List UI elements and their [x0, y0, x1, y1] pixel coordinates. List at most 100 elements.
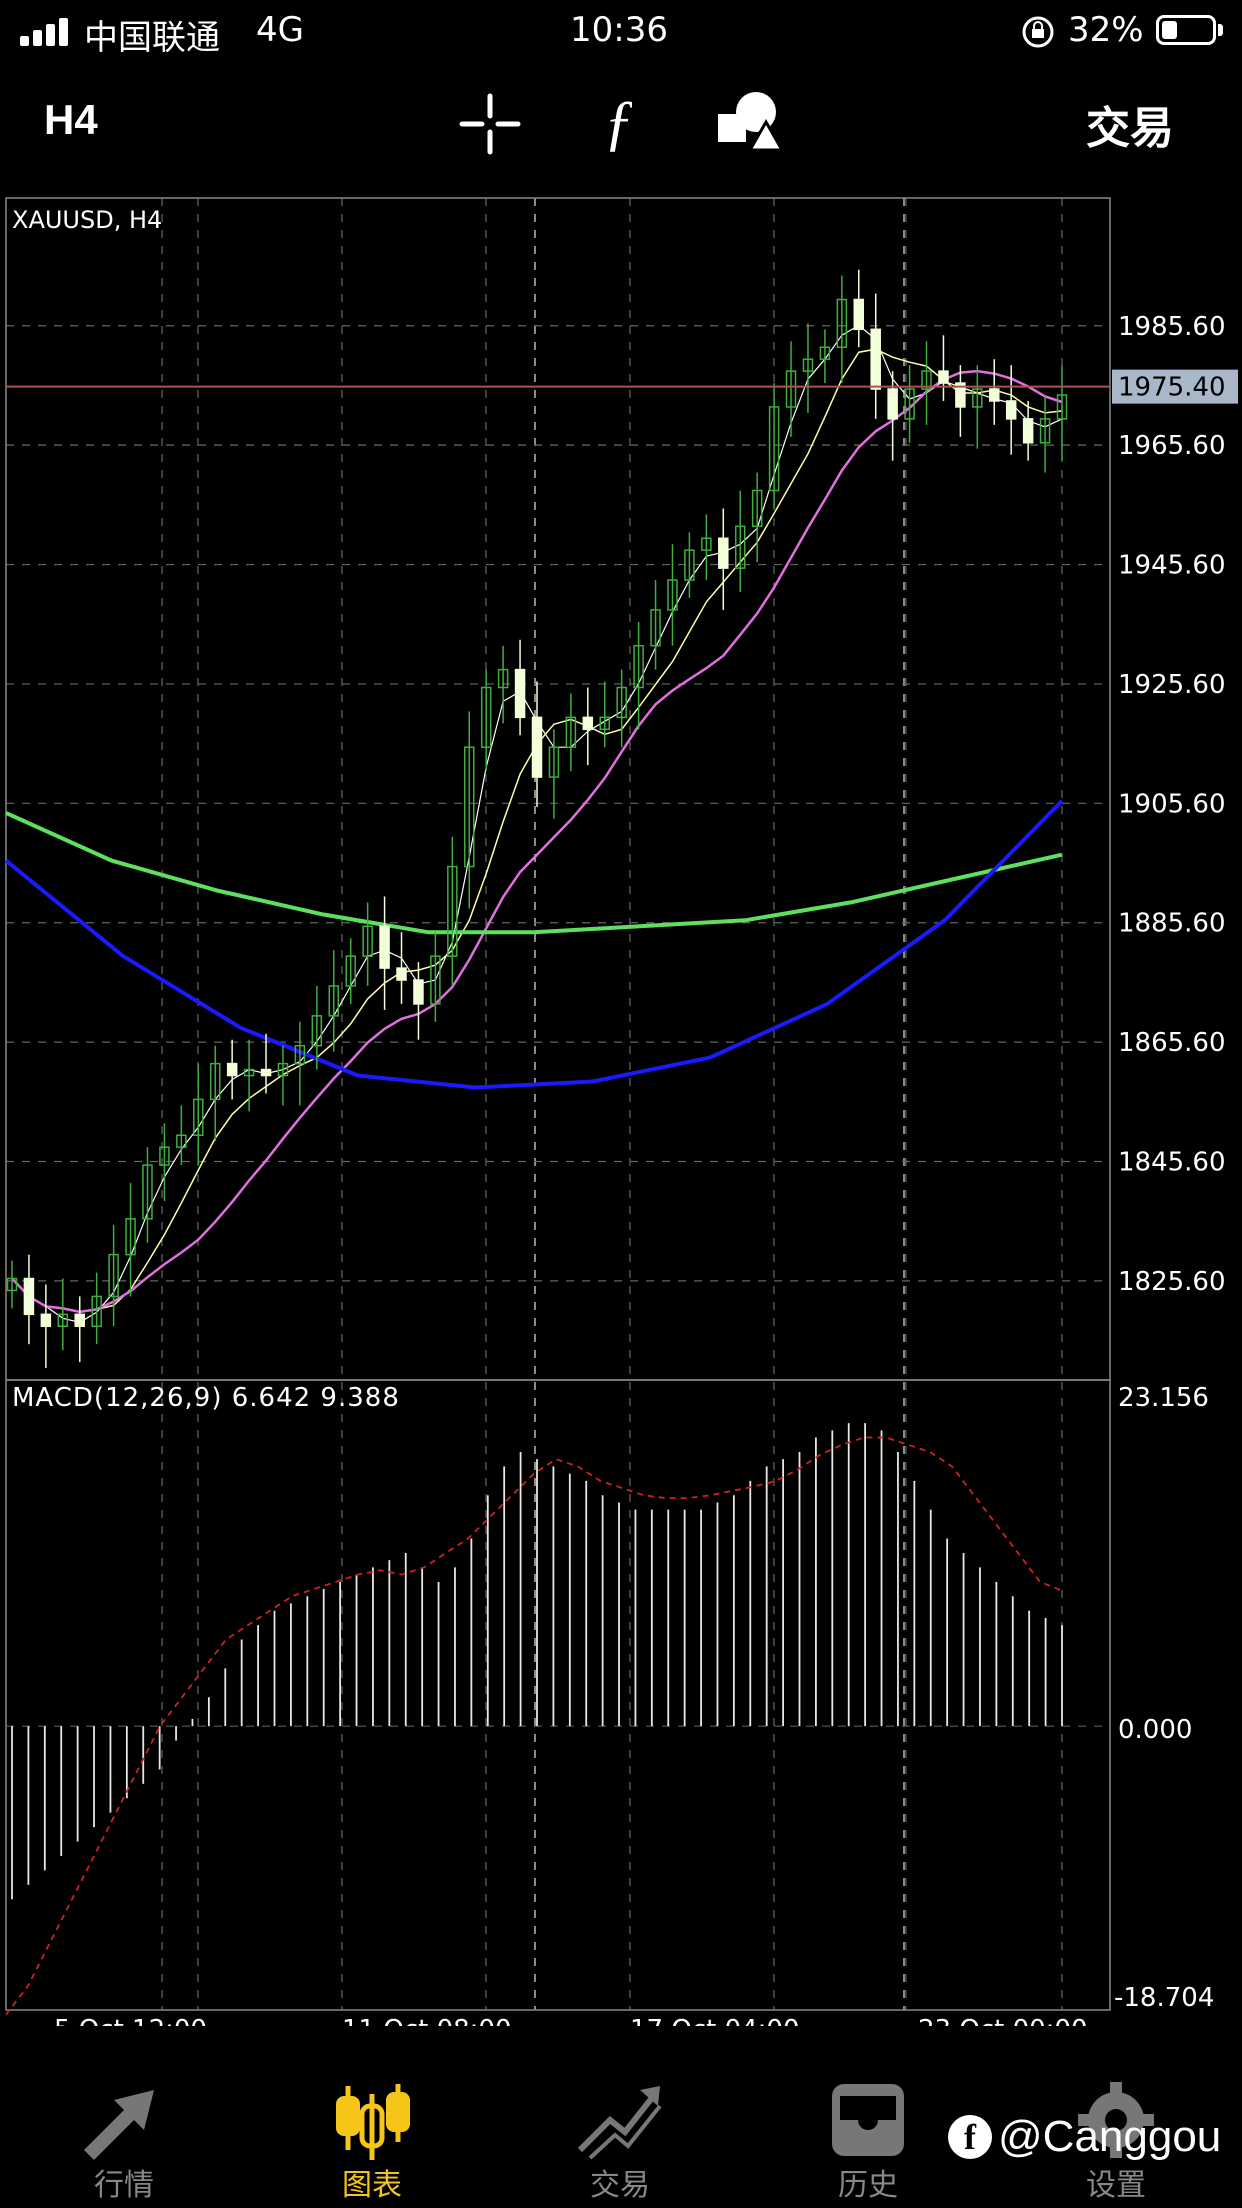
tab-history[interactable]: 历史	[744, 2060, 992, 2208]
candle-body	[413, 979, 424, 1005]
candle-body	[480, 686, 492, 748]
battery-percent: 32%	[1068, 10, 1144, 50]
candle-body	[226, 1062, 238, 1077]
candle-body	[125, 1218, 136, 1256]
candle-body	[768, 406, 780, 492]
candle-body	[260, 1068, 272, 1077]
candle-body	[362, 925, 373, 957]
macd-pane-border	[5, 1379, 1111, 2011]
candle-body	[870, 328, 881, 390]
candle-body	[989, 388, 1000, 402]
function-icon[interactable]: ƒ	[603, 88, 635, 157]
shapes-icon	[718, 92, 784, 152]
price-tick-label: 1825.60	[1118, 1267, 1226, 1297]
price-chart[interactable]: 1985.60 1965.60 1945.60 1925.60 1905.60 1885.…	[0, 196, 1242, 2045]
ma-slow-line	[11, 369, 1063, 1314]
price-tick-label: 1905.60	[1118, 789, 1226, 819]
tab-settings[interactable]: 设置	[992, 2060, 1240, 2208]
candle-body	[599, 716, 610, 731]
time-tick-label: 11 Oct 08:00	[342, 2015, 512, 2026]
candle-body	[565, 716, 577, 748]
price-tick-label: 1945.60	[1118, 551, 1226, 581]
candle-body	[497, 668, 509, 689]
candle-body	[108, 1253, 119, 1298]
candle-body	[904, 388, 915, 420]
chart-grid	[6, 198, 1110, 2010]
trend-icon	[577, 2086, 662, 2160]
candle-body	[328, 985, 340, 1017]
candle-body	[650, 609, 661, 647]
candle-body	[447, 865, 458, 957]
candle-body	[802, 358, 814, 372]
watermark-text: @Canggou	[998, 2112, 1222, 2161]
clock: 10:36	[570, 10, 668, 50]
price-tick-label: 1965.60	[1118, 431, 1226, 461]
macd-label: MACD(12,26,9) 6.642 9.388	[12, 1383, 400, 1413]
time-tick-label: 23 Oct 00:00	[918, 2015, 1088, 2026]
tab-chart[interactable]: 图表	[248, 2060, 496, 2208]
candle-body	[972, 388, 983, 408]
timeframe-button[interactable]: H4	[44, 96, 98, 143]
candle-body	[277, 1062, 289, 1077]
price-tick-label: 1845.60	[1118, 1148, 1226, 1178]
price-tick-label: 1925.60	[1118, 670, 1226, 700]
macd-axis-zero: 0.000	[1118, 1715, 1192, 1745]
tab-label: 交易	[590, 2168, 650, 2203]
battery-tip	[1218, 24, 1223, 36]
trade-button[interactable]: 交易	[1086, 103, 1174, 154]
watermark-logo-icon: f	[948, 2115, 992, 2159]
candle-body	[1005, 400, 1017, 420]
candle-body	[785, 370, 797, 408]
candle-body	[531, 716, 543, 778]
candle-body	[294, 1044, 306, 1065]
candle-body	[243, 1068, 255, 1077]
candle-body	[379, 925, 390, 969]
macd-signal-line	[5, 1436, 1063, 2016]
candle-body	[91, 1295, 102, 1328]
candle-body	[23, 1277, 35, 1316]
gear-icon	[1078, 2082, 1154, 2158]
candle-body	[938, 370, 949, 384]
macd-axis-bottom: -18.704	[1114, 1983, 1214, 2013]
time-tick-label: 5 Oct 12:00	[54, 2015, 207, 2026]
crosshair-button[interactable]	[458, 92, 522, 156]
candle-body	[548, 746, 560, 778]
candle-body	[701, 537, 712, 551]
inbox-icon	[832, 2084, 904, 2156]
orientation-lock-icon	[1022, 16, 1054, 48]
candle-body	[514, 668, 526, 719]
price-tick-label: 1885.60	[1118, 909, 1226, 939]
candle-body	[193, 1098, 204, 1136]
price-axis: 1985.60 1965.60 1945.60 1925.60 1905.60 1885.…	[1118, 312, 1226, 1297]
signal-icon	[20, 18, 74, 46]
candle-body	[40, 1313, 52, 1328]
tab-trade[interactable]: 交易	[496, 2060, 744, 2208]
tab-label: 历史	[838, 2168, 898, 2203]
candle-body	[734, 525, 746, 569]
candle-body	[430, 955, 441, 1005]
candles	[6, 269, 1068, 1369]
ma-green-line	[5, 811, 1063, 935]
chart-area[interactable]: 1985.60 1965.60 1945.60 1925.60 1905.60 1885.…	[0, 196, 1242, 2045]
watermark: f @Canggou	[948, 2112, 1221, 2162]
network-type: 4G	[256, 10, 304, 50]
current-price-label: 1975.40	[1118, 373, 1226, 403]
candle-body	[6, 1277, 18, 1292]
candle-body	[921, 370, 932, 390]
crosshair-icon	[459, 93, 521, 155]
candle-body	[57, 1313, 69, 1328]
macd-axis-top: 23.156	[1118, 1383, 1209, 1413]
symbol-label: XAUUSD, H4	[12, 206, 162, 234]
arrows-icon	[84, 2090, 154, 2160]
price-tick-label: 1865.60	[1118, 1028, 1226, 1058]
tab-quotes[interactable]: 行情	[0, 2060, 248, 2208]
macd-indicator	[5, 1423, 1110, 2016]
bottom-tab-bar: 行情 图表 交易 历史	[0, 2060, 1242, 2208]
candle-body	[582, 716, 594, 731]
objects-button[interactable]	[716, 88, 784, 156]
time-tick-label: 17 Oct 04:00	[630, 2015, 800, 2026]
candle-body	[311, 1015, 323, 1047]
candle-body	[836, 298, 848, 348]
candle-body	[1039, 418, 1051, 444]
price-tick-label: 1985.60	[1118, 312, 1226, 342]
